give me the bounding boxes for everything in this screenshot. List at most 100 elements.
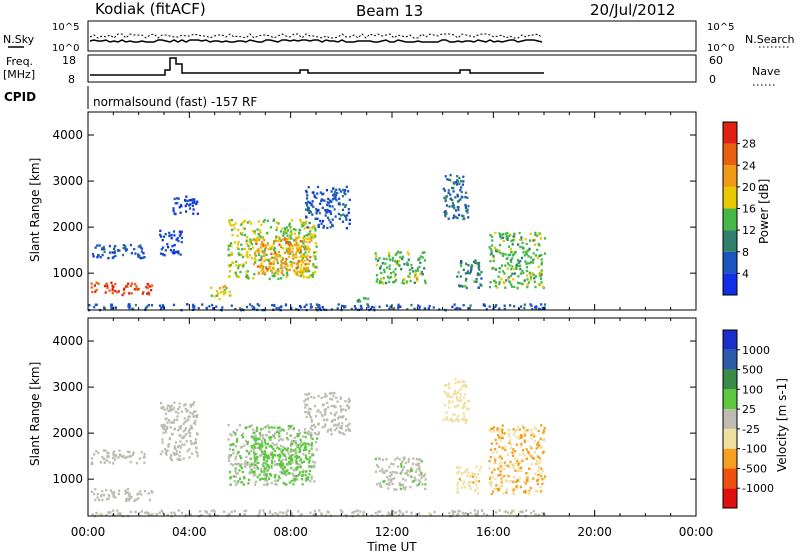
heatmap-cell (178, 206, 181, 209)
heatmap-cell (292, 475, 295, 478)
heatmap-cell (289, 260, 292, 264)
heatmap-cell (382, 257, 386, 260)
heatmap-cell (531, 261, 534, 264)
heatmap-cell (290, 443, 293, 446)
heatmap-cell (307, 263, 311, 266)
heatmap-cell (281, 470, 285, 473)
heatmap-cell (173, 445, 176, 448)
heatmap-cell (90, 286, 93, 289)
heatmap-cell (300, 272, 303, 275)
heatmap-cell (375, 274, 378, 277)
heatmap-cell (522, 490, 526, 494)
heatmap-cell (186, 449, 189, 453)
heatmap-cell (146, 286, 149, 290)
heatmap-cell (411, 480, 414, 483)
heatmap-cell (447, 392, 450, 395)
heatmap-cell (259, 246, 262, 249)
heatmap-cell (541, 307, 544, 311)
heatmap-cell (233, 480, 236, 483)
heatmap-cell (140, 450, 143, 454)
heatmap-cell (309, 255, 312, 259)
heatmap-cell (307, 206, 310, 210)
heatmap-cell (468, 475, 471, 478)
heatmap-cell (269, 474, 273, 477)
heatmap-cell (360, 307, 363, 310)
heatmap-cell (323, 425, 326, 428)
heatmap-cell (516, 469, 520, 473)
heatmap-cell (258, 304, 261, 307)
heatmap-cell (194, 440, 197, 444)
heatmap-cell (286, 250, 289, 253)
heatmap-cell (303, 223, 306, 226)
heatmap-cell (222, 286, 225, 289)
heatmap-cell (461, 385, 464, 388)
heatmap-cell (123, 287, 126, 290)
heatmap-cell (292, 228, 295, 231)
heatmap-cell (446, 395, 449, 398)
heatmap-cell (310, 434, 313, 437)
nsearch-tick-bottom: 10^0 (707, 43, 734, 54)
heatmap-cell (513, 305, 516, 308)
heatmap-cell (524, 489, 527, 493)
heatmap-cell (383, 471, 386, 475)
heatmap-cell (347, 405, 350, 408)
heatmap-cell (261, 452, 264, 456)
heatmap-cell (121, 253, 125, 257)
heatmap-cell (312, 514, 315, 517)
heatmap-cell (401, 483, 404, 487)
heatmap-cell (240, 462, 243, 466)
heatmap-cell (166, 449, 169, 452)
heatmap-cell (326, 203, 329, 207)
heatmap-cell (489, 260, 492, 263)
heatmap-cell (290, 448, 293, 451)
heatmap-cell (306, 432, 309, 435)
heatmap-cell (541, 512, 544, 515)
heatmap-cell (386, 266, 389, 269)
heatmap-cell (506, 453, 510, 457)
heatmap-cell (303, 267, 306, 271)
heatmap-cell (335, 188, 338, 191)
heatmap-cell (303, 248, 306, 251)
heatmap-cell (114, 454, 117, 457)
heatmap-cell (306, 403, 309, 407)
heatmap-cell (308, 449, 311, 453)
heatmap-cell (257, 265, 260, 268)
cpid-label: CPID (4, 90, 36, 104)
heatmap-cell (493, 487, 497, 490)
heatmap-cell (352, 511, 355, 514)
heatmap-cell (173, 197, 176, 201)
heatmap-cell (190, 442, 193, 446)
heatmap-cell (385, 304, 388, 307)
heatmap-cell (433, 510, 436, 514)
heatmap-cell (357, 513, 360, 516)
heatmap-cell (164, 412, 167, 416)
heatmap-cell (304, 244, 307, 248)
heatmap-cell (336, 400, 339, 403)
heatmap-cell (449, 419, 452, 422)
heatmap-cell (278, 453, 281, 456)
heatmap-cell (279, 463, 282, 466)
heatmap-cell (508, 480, 512, 483)
heatmap-cell (534, 427, 538, 430)
heatmap-cell (464, 470, 467, 474)
heatmap-cell (489, 248, 492, 251)
heatmap-cell (472, 260, 476, 264)
heatmap-cell (111, 456, 115, 459)
heatmap-cell (535, 307, 538, 310)
heatmap-cell (124, 456, 127, 459)
heatmap-cell (292, 449, 295, 452)
heatmap-cell (401, 468, 404, 471)
heatmap-cell (267, 454, 270, 457)
heatmap-cell (253, 483, 257, 486)
heatmap-cell (316, 185, 320, 189)
heatmap-cell (126, 455, 129, 458)
heatmap-cell (95, 281, 98, 284)
heatmap-cell (291, 454, 294, 457)
heatmap-cell (293, 239, 296, 242)
heatmap-cell (192, 442, 195, 445)
heatmap-cell (168, 437, 171, 440)
heatmap-cell (285, 513, 288, 517)
heatmap-cell (390, 473, 393, 477)
heatmap-cell (197, 307, 200, 310)
heatmap-cell (128, 303, 131, 306)
